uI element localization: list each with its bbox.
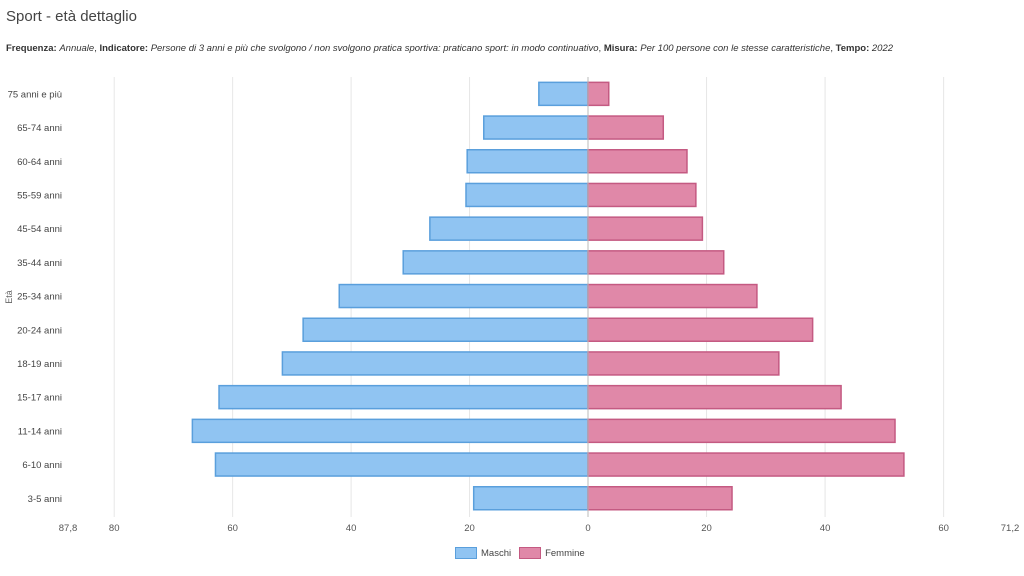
meta-measure-value: Per 100 persone con le stesse caratteris… [640, 43, 831, 54]
x-tick-label: 40 [820, 523, 831, 534]
bar-maschi [338, 283, 589, 309]
bar-maschi [538, 81, 589, 107]
y-category-label: 65-74 anni [17, 123, 62, 134]
bar-maschi [483, 115, 589, 140]
bar-maschi [466, 149, 589, 174]
x-tick-label: 80 [109, 523, 120, 534]
y-category-label: 3-5 anni [28, 494, 62, 505]
x-tick-label: 0 [585, 523, 590, 534]
meta-frequency-label: Frequenza: [6, 43, 57, 54]
x-tick-label: 20 [701, 523, 712, 534]
bar-femmine [587, 452, 905, 477]
bar-femmine [587, 317, 814, 342]
y-category-label: 75 anni e più [8, 89, 62, 100]
bar-femmine [587, 486, 733, 511]
bar-maschi [302, 317, 589, 342]
bar-maschi [465, 182, 589, 208]
y-category-label: 18-19 anni [17, 359, 62, 370]
y-category-label: 15-17 anni [17, 393, 62, 404]
chart-legend: Maschi Femmine [455, 547, 593, 559]
bar-maschi [429, 216, 589, 241]
y-category-label: 11-14 anni [18, 426, 62, 437]
y-category-label: 55-59 anni [17, 190, 62, 201]
bar-femmine [587, 81, 610, 107]
y-axis-title: Età [4, 290, 14, 304]
chart-metadata: Frequenza: Annuale, Indicatore: Persone … [6, 43, 894, 54]
x-tick-label: 60 [227, 523, 238, 534]
x-tick-label: 20 [464, 523, 475, 534]
meta-time-label: Tempo: [835, 43, 870, 54]
bar-maschi [472, 486, 589, 511]
bar-femmine [587, 216, 704, 241]
meta-measure-label: Misura: [603, 43, 638, 54]
bar-femmine [587, 351, 780, 376]
x-tick-label: 87,8 [59, 523, 78, 534]
bar-maschi [214, 452, 589, 477]
x-tick-label: 60 [938, 523, 949, 534]
legend-label-maschi: Maschi [481, 547, 512, 559]
legend-label-femmine: Femmine [545, 547, 585, 559]
meta-indicator-label: Indicatore: [99, 43, 149, 54]
legend-item-femmine[interactable]: Femmine [519, 547, 585, 559]
y-category-label: 35-44 anni [17, 258, 62, 269]
bar-femmine [587, 182, 697, 208]
chart-title: Sport - età dettaglio [6, 8, 137, 25]
bar-femmine [587, 149, 688, 174]
y-category-label: 45-54 anni [17, 224, 62, 235]
legend-item-maschi[interactable]: Maschi [455, 547, 511, 559]
meta-frequency-value: Annuale [59, 43, 95, 54]
bar-femmine [587, 384, 842, 410]
y-category-label: 20-24 anni [17, 325, 62, 336]
bar-maschi [281, 351, 589, 376]
bar-femmine [587, 418, 896, 444]
bar-maschi [218, 384, 589, 410]
meta-time-value: 2022 [871, 43, 894, 54]
x-tick-label: 71,2 [1001, 523, 1020, 534]
legend-swatch-maschi [455, 547, 477, 559]
y-category-label: 60-64 anni [17, 157, 62, 168]
legend-swatch-femmine [519, 547, 542, 559]
bar-femmine [587, 115, 665, 140]
bar-maschi [191, 418, 589, 444]
x-tick-label: 40 [346, 523, 357, 534]
y-category-label: 6-10 anni [22, 460, 62, 471]
bar-femmine [587, 283, 758, 309]
bar-femmine [587, 250, 725, 275]
meta-indicator-value: Persone di 3 anni e più che svolgono / n… [150, 43, 599, 54]
y-category-label: 25-34 anni [17, 292, 62, 303]
bar-maschi [402, 250, 589, 275]
